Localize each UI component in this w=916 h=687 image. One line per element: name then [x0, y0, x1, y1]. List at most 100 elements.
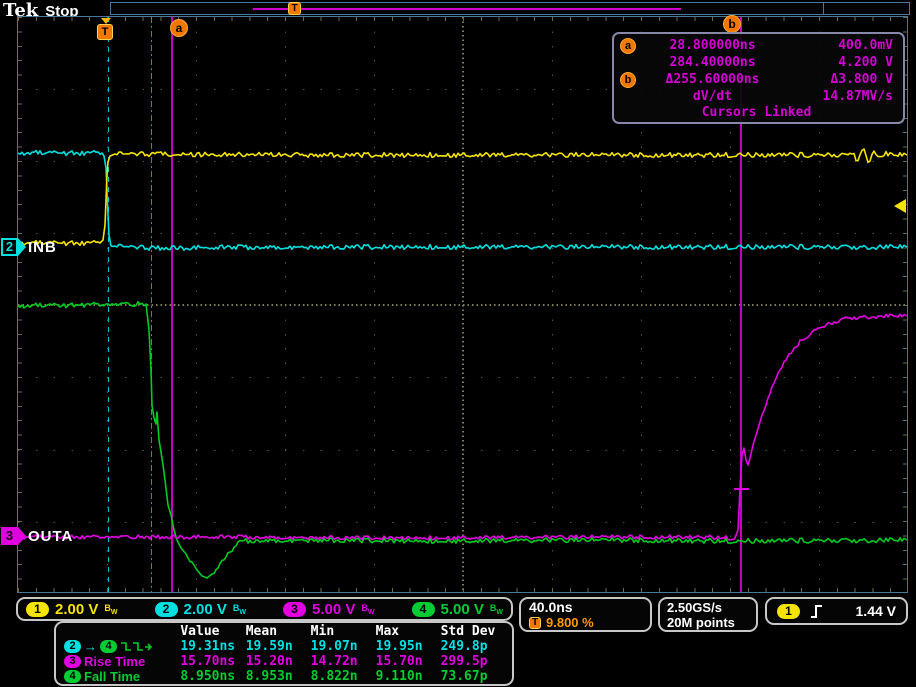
meas-max: 19.95n	[375, 639, 423, 654]
meas-value: 19.31ns	[180, 639, 236, 654]
meas-mean: 15.20n	[245, 654, 293, 669]
channel-2-marker[interactable]: 2 INB	[1, 238, 57, 256]
channel-3-badge[interactable]: 3	[283, 601, 306, 617]
meas-src-channel-badge: 2	[64, 640, 81, 653]
sample-rate: 2.50GS/s	[667, 600, 722, 615]
meas-label: Rise Time	[84, 654, 146, 669]
channel-3-marker[interactable]: 3 OUTA	[1, 527, 73, 545]
meas-channel-badge: 4	[64, 670, 81, 683]
trigger-level: 1.44 V	[855, 603, 896, 619]
meas-channel-badge: 3	[64, 655, 81, 668]
cursor-a-time: 28.800000ns	[669, 38, 756, 53]
acquisition-status: Stop	[45, 3, 79, 20]
meas-max: 15.70n	[375, 654, 423, 669]
rising-edge-icon	[811, 604, 822, 618]
meas-min: 19.07n	[310, 639, 358, 654]
col-header-value: Value	[180, 624, 220, 639]
grid-ticks-left	[18, 17, 22, 592]
acquisition-box[interactable]: 2.50GS/s 20M points	[658, 597, 758, 632]
measurement-row-delay[interactable]: 2 → 4 19.31ns 19.59n 19.07n 19.95n 249.8…	[64, 639, 506, 654]
channel-4-scale: 5.00 V	[440, 600, 484, 618]
meas-dst-channel-badge: 4	[100, 640, 117, 653]
trigger-level-arrow-icon[interactable]	[894, 199, 906, 213]
channel-2-arrow-icon	[18, 238, 26, 256]
trigger-position-percent: 9.800 %	[546, 615, 594, 630]
channel-2-scale: 2.00 V	[183, 600, 227, 618]
dvdt-value: 14.87MV/s	[822, 89, 893, 104]
arrow-right-icon: →	[84, 639, 97, 654]
cursor-a-badge[interactable]: a	[170, 19, 188, 37]
meas-value: 8.950ns	[180, 669, 236, 684]
channel-1-scale: 2.00 V	[55, 600, 99, 618]
meas-min: 8.822n	[310, 669, 358, 684]
channel-3-arrow-icon	[18, 527, 26, 545]
timebase-scale: 40.0ns	[529, 599, 573, 615]
measurement-panel: Value Mean Min Max Std Dev 2 → 4	[54, 621, 514, 686]
col-header-max: Max	[375, 624, 400, 639]
trigger-source-badge[interactable]: 1	[777, 603, 800, 619]
horizontal-settings-box[interactable]: 40.0ns T 9.800 %	[519, 597, 652, 632]
cursor-a-readout-badge: a	[620, 37, 636, 54]
cursor-b-value: 4.200 V	[838, 55, 893, 70]
channel-2-bandwidth-icon: BW	[232, 602, 246, 616]
cursor-readout-panel: a 28.800000ns 400.0mV 284.40000ns 4.200 …	[612, 32, 905, 124]
cursor-delta-time: Δ255.60000ns	[665, 72, 760, 87]
channel-1-settings[interactable]: 1 2.00 V BW	[26, 601, 117, 618]
delay-measurement-icon	[121, 642, 152, 651]
meas-stddev: 249.8p	[440, 639, 488, 654]
cursor-a-line[interactable]	[171, 17, 173, 592]
meas-value: 15.70ns	[180, 654, 236, 669]
measurement-row-fall-time[interactable]: 4 Fall Time 8.950ns 8.953n 8.822n 9.110n…	[64, 669, 506, 684]
channel-4-bandwidth-icon: BW	[489, 602, 503, 616]
grid-ticks-top	[18, 17, 907, 21]
dvdt-label: dV/dt	[692, 89, 733, 104]
channel-1-badge[interactable]: 1	[26, 601, 49, 617]
cursor-b-badge[interactable]: b	[723, 15, 741, 33]
channel-3-scale: 5.00 V	[312, 600, 356, 618]
tek-logo: Tek Stop	[3, 0, 79, 21]
cursor-b-time: 284.40000ns	[669, 55, 756, 70]
channel-4-settings[interactable]: 4 5.00 V BW	[411, 600, 503, 618]
channel-3-bandwidth-icon: BW	[361, 602, 375, 616]
meas-mean: 19.59n	[245, 639, 293, 654]
record-overview-bar[interactable]: T	[110, 2, 910, 15]
channel-2-badge: 2	[1, 238, 18, 256]
channel-2-settings[interactable]: 2 2.00 V BW	[154, 600, 246, 618]
channel-2-badge[interactable]: 2	[154, 601, 178, 617]
meas-stddev: 299.5p	[440, 654, 488, 669]
meas-label: Fall Time	[84, 669, 141, 684]
horizontal-trigger-icon: T	[529, 616, 541, 629]
trigger-settings-box[interactable]: 1 1.44 V	[765, 597, 908, 625]
meas-max: 9.110n	[375, 669, 423, 684]
record-trigger-icon[interactable]: T	[288, 2, 301, 15]
col-header-min: Min	[310, 624, 335, 639]
col-header-mean: Mean	[245, 624, 278, 639]
col-header-stddev: Std Dev	[440, 624, 496, 639]
record-window-edge	[823, 3, 824, 14]
measurement-header-row: Value Mean Min Max Std Dev	[64, 624, 506, 639]
record-cursor-range-line	[253, 8, 681, 10]
channel-2-label: INB	[28, 238, 57, 256]
grid-ticks-bottom	[18, 588, 907, 592]
trigger-position-flag[interactable]: T	[97, 18, 114, 40]
meas-stddev: 73.67p	[440, 669, 488, 684]
meas-min: 14.72n	[310, 654, 358, 669]
tek-brand: Tek	[3, 0, 39, 21]
channel-1-bandwidth-icon: BW	[104, 602, 118, 616]
measurement-row-rise-time[interactable]: 3 Rise Time 15.70ns 15.20n 14.72n 15.70n…	[64, 654, 506, 669]
trigger-flag-arrow-icon	[100, 18, 111, 24]
gate-reference-line[interactable]	[151, 17, 152, 592]
cursors-linked-label: Cursors Linked	[701, 105, 812, 120]
trigger-flag-t-icon: T	[97, 24, 113, 40]
channel-3-label: OUTA	[28, 527, 74, 545]
cursor-delta-value: Δ3.800 V	[830, 72, 893, 87]
channel-3-badge: 3	[1, 527, 18, 545]
trigger-position-line[interactable]	[108, 17, 109, 592]
meas-mean: 8.953n	[245, 669, 293, 684]
cursor-b-amplitude-tick	[734, 488, 749, 490]
channel-3-settings[interactable]: 3 5.00 V BW	[283, 601, 374, 618]
channel-4-badge[interactable]: 4	[411, 601, 435, 617]
cursor-a-value: 400.0mV	[838, 38, 893, 53]
channel-settings-bar: 1 2.00 V BW 2 2.00 V BW 3 5.00 V BW 4 5.…	[16, 597, 513, 621]
